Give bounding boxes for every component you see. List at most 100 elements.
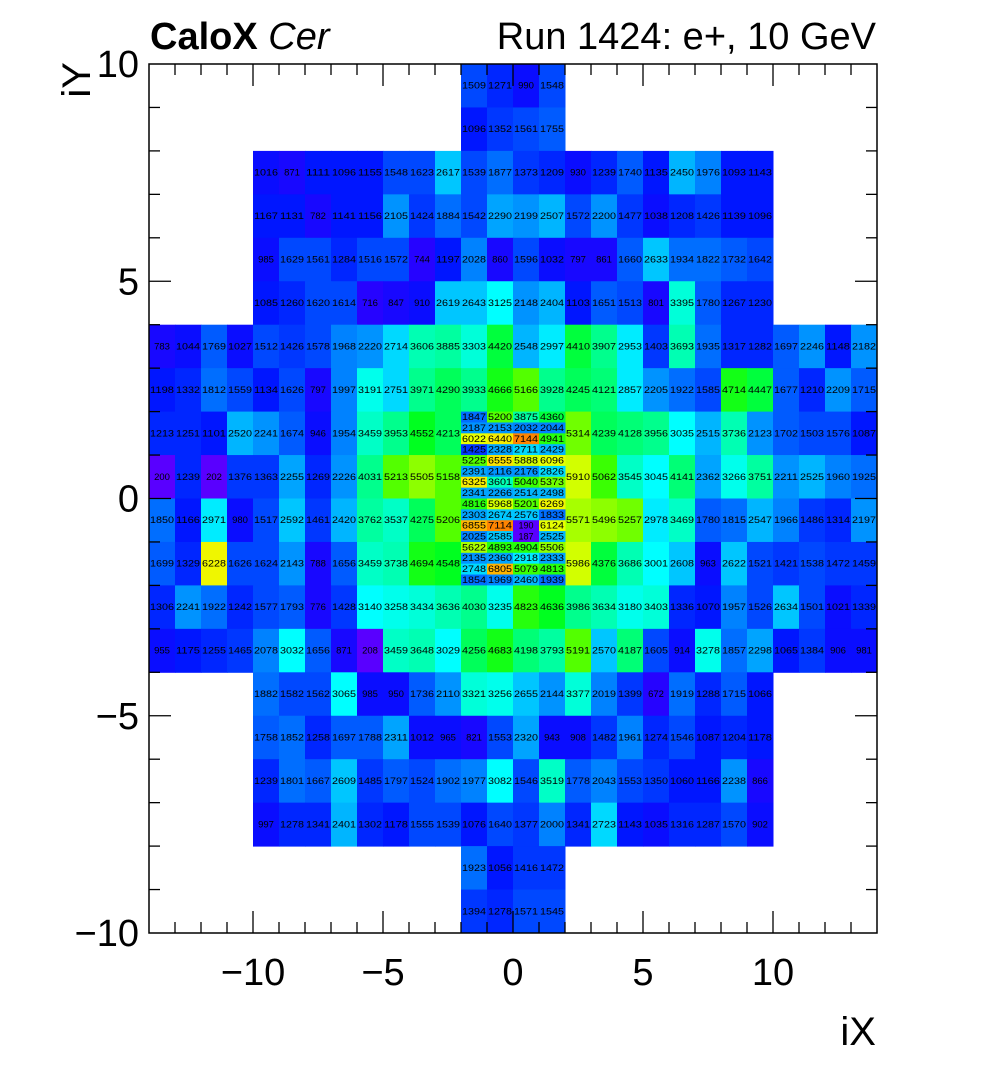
heatmap-cell xyxy=(799,455,826,499)
heatmap-cell xyxy=(539,585,566,630)
cell-value-label: 1969 xyxy=(488,575,512,585)
heatmap-cell xyxy=(305,368,332,413)
cell-value-label: 1085 xyxy=(254,298,278,309)
heatmap-cell xyxy=(617,150,644,195)
heatmap-cell xyxy=(435,237,462,282)
cell-value-label: 187 xyxy=(518,532,533,542)
cell-value-label: 5225 xyxy=(462,455,486,465)
heatmap-cell xyxy=(747,802,774,847)
heatmap-cell xyxy=(721,585,748,630)
heatmap-cell xyxy=(305,585,332,630)
cell-value-label: 1542 xyxy=(462,211,486,222)
cell-value-label: 6096 xyxy=(540,455,564,465)
heatmap-cell xyxy=(825,411,852,456)
heatmap-cell xyxy=(513,552,540,565)
heatmap-cell xyxy=(513,759,540,804)
heatmap-cell xyxy=(305,411,332,456)
heatmap-cell xyxy=(331,498,358,543)
heatmap-cell xyxy=(851,324,878,369)
cell-value-label: 5888 xyxy=(514,455,538,465)
heatmap-cell xyxy=(539,498,566,510)
cell-value-label: 1884 xyxy=(436,211,460,222)
cell-value-label: 1032 xyxy=(540,255,564,266)
heatmap-cell xyxy=(799,411,826,456)
heatmap-cell xyxy=(747,324,774,369)
cell-value-label: 2032 xyxy=(514,423,538,433)
cell-value-label: 1258 xyxy=(306,732,330,743)
cell-value-label: 2723 xyxy=(592,819,616,830)
heatmap-cell xyxy=(513,194,540,239)
cell-value-label: 3956 xyxy=(644,428,668,439)
heatmap-cell xyxy=(513,541,540,554)
cell-value-label: 3875 xyxy=(514,412,538,422)
cell-value-label: 3180 xyxy=(618,602,642,613)
cell-value-label: 5062 xyxy=(592,472,616,483)
heatmap-cell xyxy=(539,715,566,760)
cell-value-label: 4904 xyxy=(514,542,538,552)
cell-value-label: 2609 xyxy=(332,776,356,787)
heatmap-cell xyxy=(721,802,748,847)
heatmap-cell xyxy=(695,281,722,326)
cell-value-label: 2401 xyxy=(332,819,356,830)
heatmap-cell xyxy=(643,194,670,239)
heatmap-cell xyxy=(513,64,540,108)
heatmap-cell xyxy=(747,237,774,282)
heatmap-cell xyxy=(201,368,228,413)
heatmap-cell xyxy=(305,628,332,673)
cell-value-label: 744 xyxy=(414,255,430,266)
cell-value-label: 1642 xyxy=(748,255,772,266)
cell-value-label: 1060 xyxy=(670,776,694,787)
heatmap-cell xyxy=(409,324,436,369)
cell-value-label: 3648 xyxy=(410,646,434,657)
cell-value-label: 2633 xyxy=(644,255,668,266)
cell-value-label: 1376 xyxy=(228,472,252,483)
cell-value-label: 5910 xyxy=(566,472,590,483)
cell-value-label: 1620 xyxy=(306,298,330,309)
heatmap-cell xyxy=(461,465,488,478)
cell-value-label: 6805 xyxy=(488,564,512,574)
cell-value-label: 2153 xyxy=(488,423,512,433)
heatmap-cell xyxy=(643,759,670,804)
cell-value-label: 1316 xyxy=(670,819,694,830)
heatmap-cell xyxy=(201,455,228,499)
cell-value-label: 1939 xyxy=(540,575,564,585)
heatmap-cell xyxy=(461,574,488,586)
cell-value-label: 3459 xyxy=(358,559,382,570)
cell-value-label: 1131 xyxy=(280,211,304,222)
heatmap-cell xyxy=(539,846,566,891)
heatmap-cell xyxy=(305,541,332,586)
heatmap-cell xyxy=(591,715,618,760)
cell-value-label: 1269 xyxy=(306,472,330,483)
heatmap-cell xyxy=(565,498,592,543)
heatmap-cell xyxy=(331,281,358,326)
heatmap-cell xyxy=(617,237,644,282)
heatmap-cell xyxy=(435,455,462,499)
cell-value-label: 1148 xyxy=(826,341,850,352)
cell-value-label: 1582 xyxy=(280,689,304,700)
heatmap-cell xyxy=(591,672,618,717)
heatmap-cell xyxy=(747,715,774,760)
cell-value-label: 1339 xyxy=(852,602,876,613)
y-tick-label: 5 xyxy=(118,261,139,303)
heatmap-cell xyxy=(773,498,800,543)
cell-value-label: 1482 xyxy=(592,732,616,743)
cell-value-label: 3065 xyxy=(332,689,356,700)
heatmap-cell xyxy=(461,281,488,326)
heatmap-cell xyxy=(279,498,306,543)
heatmap-cell xyxy=(357,194,384,239)
heatmap-cell xyxy=(669,628,696,673)
heatmap-cell xyxy=(305,455,332,499)
cell-value-label: 1021 xyxy=(826,602,850,613)
cell-value-label: 1922 xyxy=(202,602,226,613)
cell-value-label: 1465 xyxy=(228,646,252,657)
cell-value-label: 4666 xyxy=(488,385,512,396)
cell-value-label: 2450 xyxy=(670,168,694,179)
heatmap-cell xyxy=(487,759,514,804)
cell-value-label: 1394 xyxy=(462,906,486,917)
cell-value-label: 6124 xyxy=(540,521,564,531)
heatmap-cell xyxy=(851,628,878,673)
heatmap-cell xyxy=(331,324,358,369)
cell-value-label: 2148 xyxy=(514,298,538,309)
heatmap-cell xyxy=(513,368,540,413)
